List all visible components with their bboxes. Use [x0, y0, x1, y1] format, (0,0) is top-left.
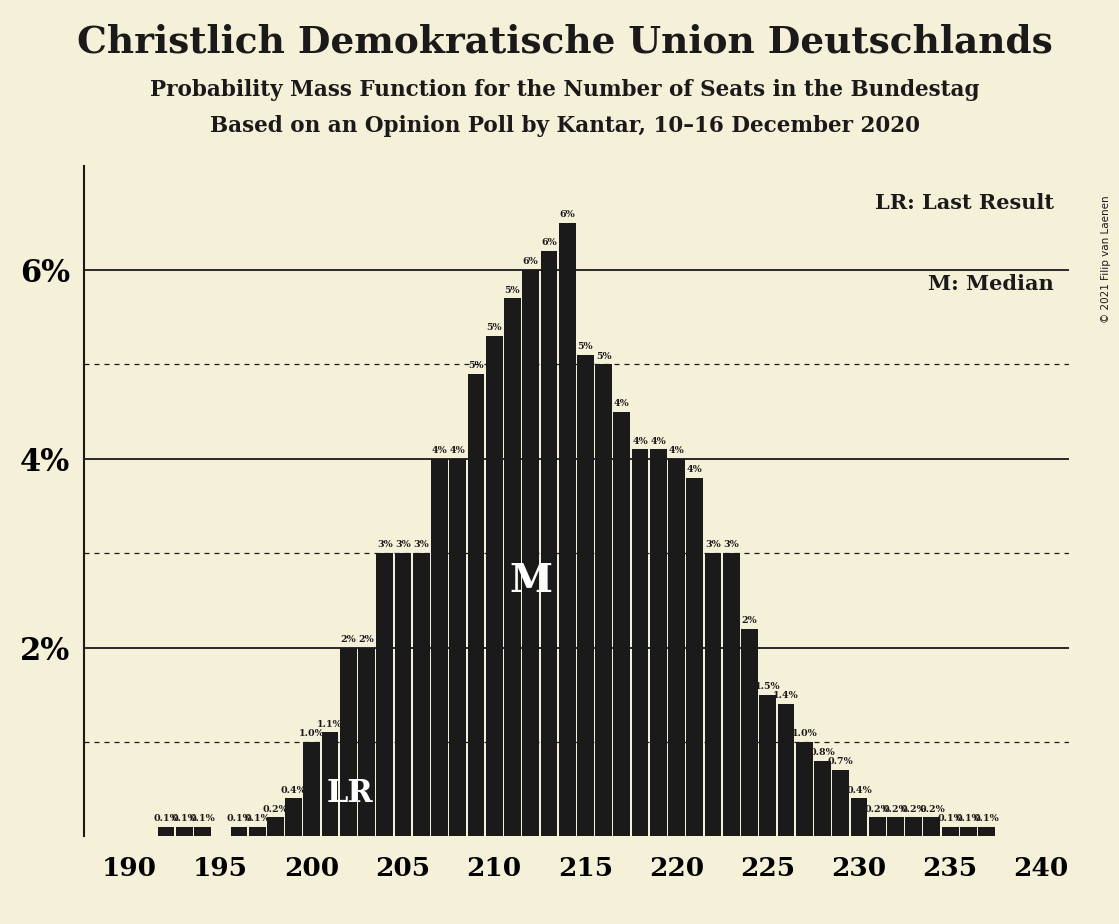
Bar — [376, 553, 393, 836]
Text: 0.1%: 0.1% — [226, 814, 252, 823]
Bar — [887, 818, 904, 836]
Bar — [158, 827, 175, 836]
Text: LR: Last Result: LR: Last Result — [875, 193, 1054, 213]
Bar — [176, 827, 192, 836]
Bar — [815, 760, 830, 836]
Text: 0.7%: 0.7% — [828, 758, 854, 766]
Text: 3%: 3% — [377, 541, 393, 550]
Bar — [760, 695, 777, 836]
Bar — [833, 771, 849, 836]
Text: 4%: 4% — [432, 446, 448, 455]
Bar — [595, 364, 612, 836]
Bar — [523, 270, 539, 836]
Text: 0.1%: 0.1% — [974, 814, 999, 823]
Text: 6%: 6% — [523, 257, 538, 266]
Text: 0.2%: 0.2% — [263, 805, 289, 813]
Bar — [558, 223, 575, 836]
Text: 4%: 4% — [450, 446, 466, 455]
Text: 1.4%: 1.4% — [773, 691, 799, 700]
Text: 2%: 2% — [742, 616, 758, 625]
Text: 0.4%: 0.4% — [281, 785, 307, 795]
Bar — [486, 336, 502, 836]
Text: 0.2%: 0.2% — [864, 805, 890, 813]
Bar — [686, 478, 703, 836]
Bar — [303, 742, 320, 836]
Text: 6%: 6% — [542, 238, 557, 248]
Bar — [723, 553, 740, 836]
Text: 1.0%: 1.0% — [791, 729, 817, 738]
Text: 4%: 4% — [650, 437, 666, 445]
Text: 0.1%: 0.1% — [244, 814, 270, 823]
Text: 0.2%: 0.2% — [883, 805, 909, 813]
Text: 6%: 6% — [560, 210, 575, 219]
Bar — [413, 553, 430, 836]
Bar — [450, 459, 467, 836]
Bar — [358, 648, 375, 836]
Text: Based on an Opinion Poll by Kantar, 10–16 December 2020: Based on an Opinion Poll by Kantar, 10–1… — [210, 115, 920, 137]
Text: 0.2%: 0.2% — [901, 805, 927, 813]
Bar — [868, 818, 885, 836]
Text: 3%: 3% — [723, 541, 740, 550]
Text: M: M — [509, 563, 553, 601]
Text: 0.1%: 0.1% — [153, 814, 179, 823]
Text: Probability Mass Function for the Number of Seats in the Bundestag: Probability Mass Function for the Number… — [150, 79, 980, 101]
Text: 1.0%: 1.0% — [299, 729, 325, 738]
Bar — [194, 827, 210, 836]
Text: 4%: 4% — [687, 465, 703, 474]
Bar — [504, 298, 520, 836]
Bar — [540, 251, 557, 836]
Text: 0.1%: 0.1% — [956, 814, 981, 823]
Text: 4%: 4% — [632, 437, 648, 445]
Text: 0.1%: 0.1% — [171, 814, 197, 823]
Bar — [978, 827, 995, 836]
Bar — [322, 733, 338, 836]
Text: LR: LR — [327, 778, 374, 809]
Bar — [468, 374, 485, 836]
Bar — [668, 459, 685, 836]
Bar — [577, 355, 594, 836]
Text: 0.8%: 0.8% — [809, 748, 836, 757]
Bar — [267, 818, 284, 836]
Text: 4%: 4% — [669, 446, 685, 455]
Bar — [613, 411, 630, 836]
Text: 5%: 5% — [577, 342, 593, 351]
Text: 5%: 5% — [487, 323, 502, 333]
Text: 4%: 4% — [614, 399, 630, 407]
Bar — [796, 742, 812, 836]
Text: 5%: 5% — [505, 286, 520, 295]
Text: 0.4%: 0.4% — [846, 785, 872, 795]
Text: 5%: 5% — [468, 361, 483, 371]
Bar — [705, 553, 722, 836]
Bar — [248, 827, 265, 836]
Bar — [850, 798, 867, 836]
Bar — [431, 459, 448, 836]
Text: 2%: 2% — [340, 635, 356, 644]
Bar — [942, 827, 959, 836]
Bar — [231, 827, 247, 836]
Text: 1.1%: 1.1% — [317, 720, 344, 729]
Text: 0.1%: 0.1% — [189, 814, 215, 823]
Bar — [632, 449, 649, 836]
Text: 3%: 3% — [395, 541, 411, 550]
Text: M: Median: M: Median — [928, 274, 1054, 294]
Text: 0.2%: 0.2% — [919, 805, 944, 813]
Bar — [741, 628, 758, 836]
Text: 1.5%: 1.5% — [755, 682, 781, 691]
Text: © 2021 Filip van Laenen: © 2021 Filip van Laenen — [1101, 195, 1110, 322]
Bar — [395, 553, 412, 836]
Bar — [923, 818, 940, 836]
Bar — [960, 827, 977, 836]
Bar — [905, 818, 922, 836]
Text: 0.1%: 0.1% — [938, 814, 963, 823]
Text: 3%: 3% — [705, 541, 721, 550]
Bar — [778, 704, 794, 836]
Bar — [340, 648, 357, 836]
Text: Christlich Demokratische Union Deutschlands: Christlich Demokratische Union Deutschla… — [77, 23, 1053, 60]
Text: 5%: 5% — [595, 352, 611, 360]
Bar — [650, 449, 667, 836]
Text: 3%: 3% — [413, 541, 430, 550]
Text: 2%: 2% — [359, 635, 375, 644]
Bar — [285, 798, 302, 836]
